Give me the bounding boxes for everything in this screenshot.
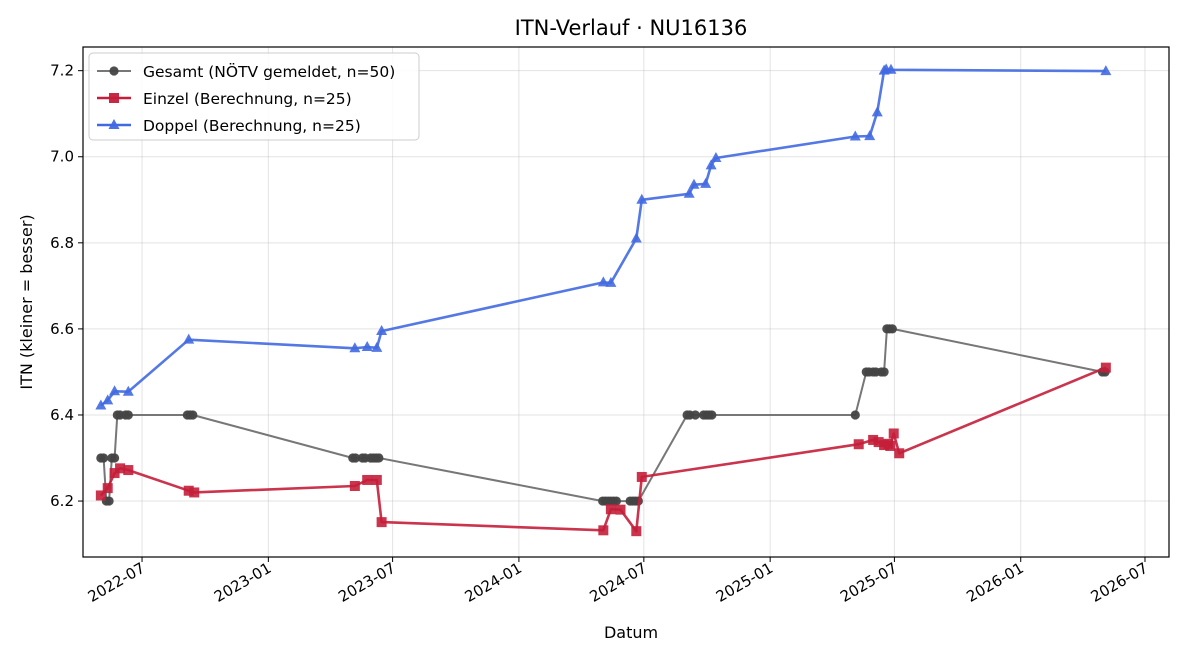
data-point — [636, 193, 648, 204]
grid-lines — [83, 47, 1169, 557]
data-point — [888, 428, 899, 439]
x-tick-label: 2026-07 — [1088, 559, 1151, 606]
data-point — [109, 468, 120, 479]
data-point — [371, 341, 383, 352]
data-point — [864, 130, 876, 141]
data-point — [605, 276, 617, 287]
data-point — [849, 130, 861, 141]
data-point — [636, 471, 647, 482]
x-tick-label: 2022-07 — [85, 559, 148, 606]
data-point — [95, 490, 106, 501]
y-tick-label: 7.0 — [50, 148, 74, 166]
data-point — [885, 440, 896, 451]
data-point — [349, 342, 361, 353]
data-point — [688, 178, 700, 189]
data-point — [98, 453, 109, 463]
series-triangle — [95, 63, 1112, 410]
data-point — [376, 517, 387, 528]
data-point — [374, 453, 384, 463]
data-point — [615, 504, 626, 515]
data-point — [183, 485, 194, 496]
data-point — [605, 504, 616, 515]
x-tick-label: 2026-01 — [963, 559, 1026, 606]
data-point — [894, 448, 905, 459]
data-point — [631, 526, 642, 537]
data-point — [188, 410, 198, 420]
y-tick-label: 6.4 — [50, 406, 74, 424]
data-point — [597, 276, 609, 287]
data-point — [1100, 362, 1111, 373]
data-point — [598, 525, 609, 536]
series-line — [99, 366, 1107, 533]
legend-entry-label: Einzel (Berechnung, n=25) — [143, 90, 352, 108]
x-tick-label: 2023-07 — [335, 559, 398, 606]
series-circle — [96, 324, 1110, 506]
data-point — [349, 480, 360, 491]
data-point — [850, 410, 860, 420]
data-point — [630, 232, 642, 243]
y-tick-label: 6.2 — [50, 492, 74, 510]
data-point — [123, 410, 133, 420]
data-point — [873, 437, 884, 448]
data-point — [683, 187, 695, 198]
y-axis-label: ITN (kleiner = besser) — [17, 214, 36, 389]
data-point — [690, 410, 700, 420]
y-tick-label: 6.6 — [50, 320, 74, 338]
data-point — [371, 474, 382, 485]
legend-marker — [109, 93, 119, 103]
data-point — [102, 394, 114, 405]
data-point — [109, 385, 121, 396]
legend-frame — [88, 52, 420, 141]
data-point — [707, 410, 717, 420]
data-point — [183, 333, 195, 344]
legend-entry-label: Doppel (Berechnung, n=25) — [143, 117, 361, 135]
data-point — [700, 177, 712, 188]
x-tick-label: 2024-07 — [587, 559, 650, 606]
data-point — [853, 439, 864, 450]
data-point — [362, 474, 373, 485]
data-point — [611, 496, 621, 506]
x-tick-label: 2025-01 — [713, 559, 776, 606]
data-point — [123, 465, 134, 476]
data-point — [1100, 65, 1112, 76]
data-point — [102, 483, 113, 494]
data-point — [104, 496, 114, 506]
x-axis-ticks: 2022-07 2023-01 2023-07 2024-01 2024-07 2025-… — [85, 557, 1151, 606]
series-layer — [95, 63, 1112, 537]
data-point — [705, 159, 717, 170]
x-tick-label: 2024-01 — [462, 559, 525, 606]
data-point — [122, 385, 134, 396]
data-point — [887, 324, 897, 334]
x-tick-label: 2025-07 — [837, 559, 900, 606]
data-point — [871, 106, 883, 117]
legend-marker — [108, 119, 120, 129]
y-tick-label: 7.2 — [50, 62, 74, 80]
legend-marker — [109, 66, 119, 76]
data-point — [95, 399, 107, 410]
x-axis-label: Datum — [604, 623, 658, 642]
plot-frame — [82, 46, 1170, 558]
data-point — [115, 463, 126, 474]
data-point — [189, 487, 200, 498]
data-point — [376, 325, 388, 336]
x-tick-label: 2023-01 — [211, 559, 274, 606]
data-point — [109, 453, 120, 463]
data-point — [350, 453, 361, 463]
data-point — [361, 340, 373, 351]
legend: Gesamt (NÖTV gemeldet, n=50) Einzel (Bere… — [88, 52, 420, 141]
data-point — [710, 152, 722, 163]
y-tick-label: 6.8 — [50, 234, 74, 252]
legend-entry-label: Gesamt (NÖTV gemeldet, n=50) — [143, 62, 395, 81]
data-point — [868, 434, 879, 445]
chart-title: ITN-Verlauf · NU16136 — [515, 16, 748, 40]
data-point — [879, 367, 889, 377]
series-square — [95, 362, 1111, 537]
y-axis-ticks: 6.2 6.4 6.6 6.8 7.0 7.2 — [50, 62, 83, 510]
data-point — [885, 63, 897, 74]
